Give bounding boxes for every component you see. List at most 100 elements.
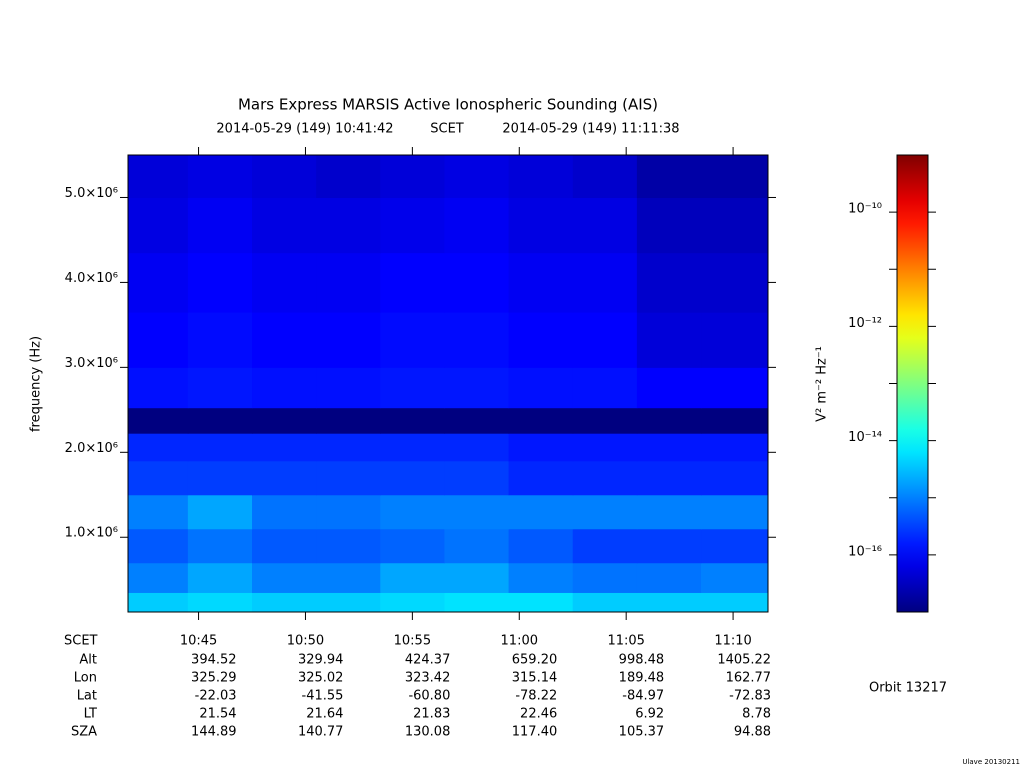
heatmap-cell [128, 433, 189, 462]
heatmap-cell [128, 562, 189, 593]
heatmap-cell [252, 155, 317, 198]
heatmap-cell [187, 252, 253, 313]
ephemeris-value: 424.37 [405, 653, 451, 668]
heatmap-cell [701, 407, 769, 434]
heatmap-cell [701, 460, 769, 496]
heatmap-cell [444, 252, 510, 313]
heatmap-cell [380, 155, 445, 198]
heatmap-cell [508, 155, 574, 198]
x-tick-label: 11:10 [714, 634, 751, 649]
ephemeris-value: 315.14 [512, 671, 558, 686]
heatmap-cell [187, 562, 253, 593]
heatmap-cell [701, 494, 769, 530]
heatmap-cell [252, 460, 317, 496]
ephemeris-value: 144.89 [191, 725, 237, 740]
heatmap-cell [508, 197, 574, 254]
heatmap-cell [701, 433, 769, 462]
heatmap-cell [572, 562, 638, 593]
colorbar-label: V² m⁻² Hz⁻¹ [815, 346, 830, 422]
heatmap-cell [316, 367, 381, 409]
ephemeris-value: 394.52 [191, 653, 237, 668]
colorbar-tick-label: 10⁻¹⁶ [848, 544, 882, 559]
heatmap-cell [636, 367, 702, 409]
y-axis-label: frequency (Hz) [29, 336, 44, 432]
x-tick-label: 10:45 [180, 634, 217, 649]
colorbar [896, 154, 929, 613]
heatmap-cell [508, 494, 574, 530]
end-time: 2014-05-29 (149) 11:11:38 [502, 122, 679, 137]
heatmap-cell [187, 592, 253, 613]
heatmap-cell [380, 197, 445, 254]
heatmap-cell [187, 433, 253, 462]
ephemeris-value: -78.22 [515, 689, 557, 704]
plot-frame [127, 154, 769, 613]
ephemeris-value: 117.40 [512, 725, 558, 740]
heatmap-cell [572, 433, 638, 462]
colorbar-tick-label: 10⁻¹² [848, 316, 882, 331]
heatmap-cell [316, 460, 381, 496]
heatmap-cell [572, 252, 638, 313]
ephemeris-value: 22.46 [520, 707, 557, 722]
ephemeris-value: -84.97 [622, 689, 664, 704]
heatmap-cell [572, 460, 638, 496]
heatmap-cell [444, 562, 510, 593]
y-tick-label: 3.0×10⁶ [65, 356, 118, 371]
ephemeris-label: SCET [64, 634, 98, 649]
heatmap-cell [316, 252, 381, 313]
heatmap-cell [380, 433, 445, 462]
heatmap-cell [380, 367, 445, 409]
heatmap-cell [572, 312, 638, 368]
heatmap-cell [701, 592, 769, 613]
ephemeris-value: 1405.22 [717, 653, 771, 668]
heatmap-cell [316, 494, 381, 530]
heatmap-cell [187, 197, 253, 254]
heatmap-cell [187, 528, 253, 564]
heatmap-cell [701, 528, 769, 564]
ephemeris-value: -72.83 [729, 689, 771, 704]
ephemeris-value: -41.55 [302, 689, 344, 704]
colorbar-tick-label: 10⁻¹⁰ [848, 202, 882, 217]
ephemeris-value: 325.29 [191, 671, 237, 686]
heatmap-cell [636, 494, 702, 530]
heatmap-cell [636, 407, 702, 434]
heatmap-cell [444, 367, 510, 409]
heatmap-cell [316, 562, 381, 593]
heatmap-cell [508, 592, 574, 613]
heatmap-cell [508, 367, 574, 409]
heatmap-cell [572, 367, 638, 409]
heatmap-cell [252, 433, 317, 462]
heatmap-cell [252, 528, 317, 564]
y-tick-label: 4.0×10⁶ [65, 271, 118, 286]
heatmap-cell [128, 494, 189, 530]
heatmap-cell [701, 155, 769, 198]
heatmap-cell [128, 155, 189, 198]
heatmap-cell [636, 562, 702, 593]
heatmap-cell [128, 312, 189, 368]
heatmap-cell [636, 197, 702, 254]
heatmap-cell [380, 312, 445, 368]
heatmap-cell [380, 460, 445, 496]
ephemeris-label: Alt [79, 653, 97, 668]
ephemeris-value: 998.48 [619, 653, 665, 668]
start-time: 2014-05-29 (149) 10:41:42 [216, 122, 393, 137]
heatmap-cell [380, 252, 445, 313]
heatmap-cell [701, 562, 769, 593]
heatmap-cell [316, 528, 381, 564]
heatmap-cell [572, 197, 638, 254]
heatmap-cell [187, 367, 253, 409]
heatmap-cell [128, 252, 189, 313]
heatmap-cell [187, 460, 253, 496]
heatmap-cell [508, 312, 574, 368]
ephemeris-value: 21.54 [199, 707, 236, 722]
heatmap-cell [444, 407, 510, 434]
heatmap-cell [316, 592, 381, 613]
heatmap-cell [636, 528, 702, 564]
x-tick-label: 10:50 [287, 634, 324, 649]
heatmap-cell [380, 494, 445, 530]
heatmap-cell [316, 312, 381, 368]
heatmap-cell [128, 407, 189, 434]
heatmap-cell [444, 433, 510, 462]
heatmap-cell [572, 407, 638, 434]
ephemeris-value: 21.64 [306, 707, 343, 722]
heatmap-cell [252, 562, 317, 593]
